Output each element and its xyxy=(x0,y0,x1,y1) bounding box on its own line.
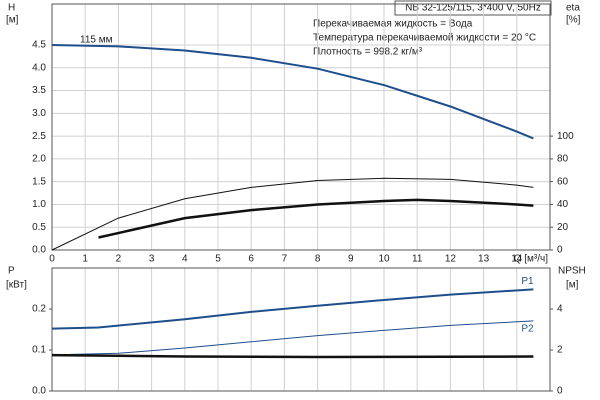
y-label: P xyxy=(8,266,15,277)
x-label: Q [м³/ч] xyxy=(514,254,549,265)
x-tick-label: 14 xyxy=(511,254,523,265)
series-line xyxy=(51,44,534,140)
y2-tick-label: 4 xyxy=(557,304,563,315)
y-tick-label: 4.0 xyxy=(32,62,46,73)
x-tick-label: 12 xyxy=(445,254,457,265)
y2-tick-label: 100 xyxy=(557,131,574,142)
y2-unit: [%] xyxy=(566,15,581,26)
y-tick-label: 0.0 xyxy=(32,386,46,397)
series-label: P2 xyxy=(521,324,534,335)
y-tick-label: 0.5 xyxy=(32,222,46,233)
x-tick-label: 6 xyxy=(248,254,254,265)
y2-tick-label: 0 xyxy=(557,245,563,256)
series-line xyxy=(51,320,534,356)
x-tick-label: 8 xyxy=(315,254,321,265)
x-tick-label: 7 xyxy=(282,254,288,265)
x-tick-label: 0 xyxy=(49,254,55,265)
annotation: Перекачиваемая жидкость = Вода xyxy=(313,19,473,30)
x-tick-label: 10 xyxy=(378,254,390,265)
series-line xyxy=(98,198,534,239)
plot-frame xyxy=(51,267,551,392)
x-tick-label: 1 xyxy=(82,254,88,265)
x-tick-label: 2 xyxy=(116,254,122,265)
plot-frame xyxy=(51,3,551,251)
x-tick-label: 9 xyxy=(348,254,354,265)
y-unit: [м] xyxy=(6,15,19,26)
chart-title: NB 32-125/115, 3*400 V, 50Hz xyxy=(405,3,541,14)
x-tick-label: 3 xyxy=(149,254,155,265)
x-tick-label: 5 xyxy=(215,254,221,265)
y-tick-label: 3.5 xyxy=(32,85,46,96)
y-tick-label: 4.5 xyxy=(32,40,46,51)
y-tick-label: 1.5 xyxy=(32,176,46,187)
y-tick-label: 3.0 xyxy=(32,108,46,119)
y2-tick-label: 2 xyxy=(557,345,563,356)
annotation: Плотность = 998.2 кг/м³ xyxy=(313,47,423,58)
y2-tick-label: 80 xyxy=(557,154,569,165)
y-tick-label: 0.0 xyxy=(32,245,46,256)
y2-unit: [м] xyxy=(566,280,579,291)
y2-tick-label: 0 xyxy=(557,386,563,397)
y-tick-label: 0.1 xyxy=(32,345,46,356)
y2-label: eta xyxy=(566,3,580,14)
x-tick-label: 13 xyxy=(478,254,490,265)
y2-tick-label: 40 xyxy=(557,199,569,210)
y-tick-label: 2.5 xyxy=(32,131,46,142)
annotation: Температура перекачиваемой жидкости = 20… xyxy=(313,33,536,44)
y-label: H xyxy=(8,3,15,14)
series-label: P1 xyxy=(521,276,534,287)
y2-tick-label: 60 xyxy=(557,176,569,187)
y2-label: NPSH xyxy=(558,266,586,277)
y-tick-label: 2.0 xyxy=(32,154,46,165)
series-line xyxy=(51,177,534,251)
y-tick-label: 0.2 xyxy=(32,304,46,315)
curve-label: 115 мм xyxy=(80,35,113,46)
y-tick-label: 1.0 xyxy=(32,199,46,210)
x-tick-label: 11 xyxy=(412,254,423,265)
y-unit: [кВт] xyxy=(6,280,27,291)
series-line xyxy=(51,288,534,330)
y2-tick-label: 20 xyxy=(557,222,569,233)
x-tick-label: 4 xyxy=(182,254,188,265)
series-line xyxy=(51,353,534,359)
